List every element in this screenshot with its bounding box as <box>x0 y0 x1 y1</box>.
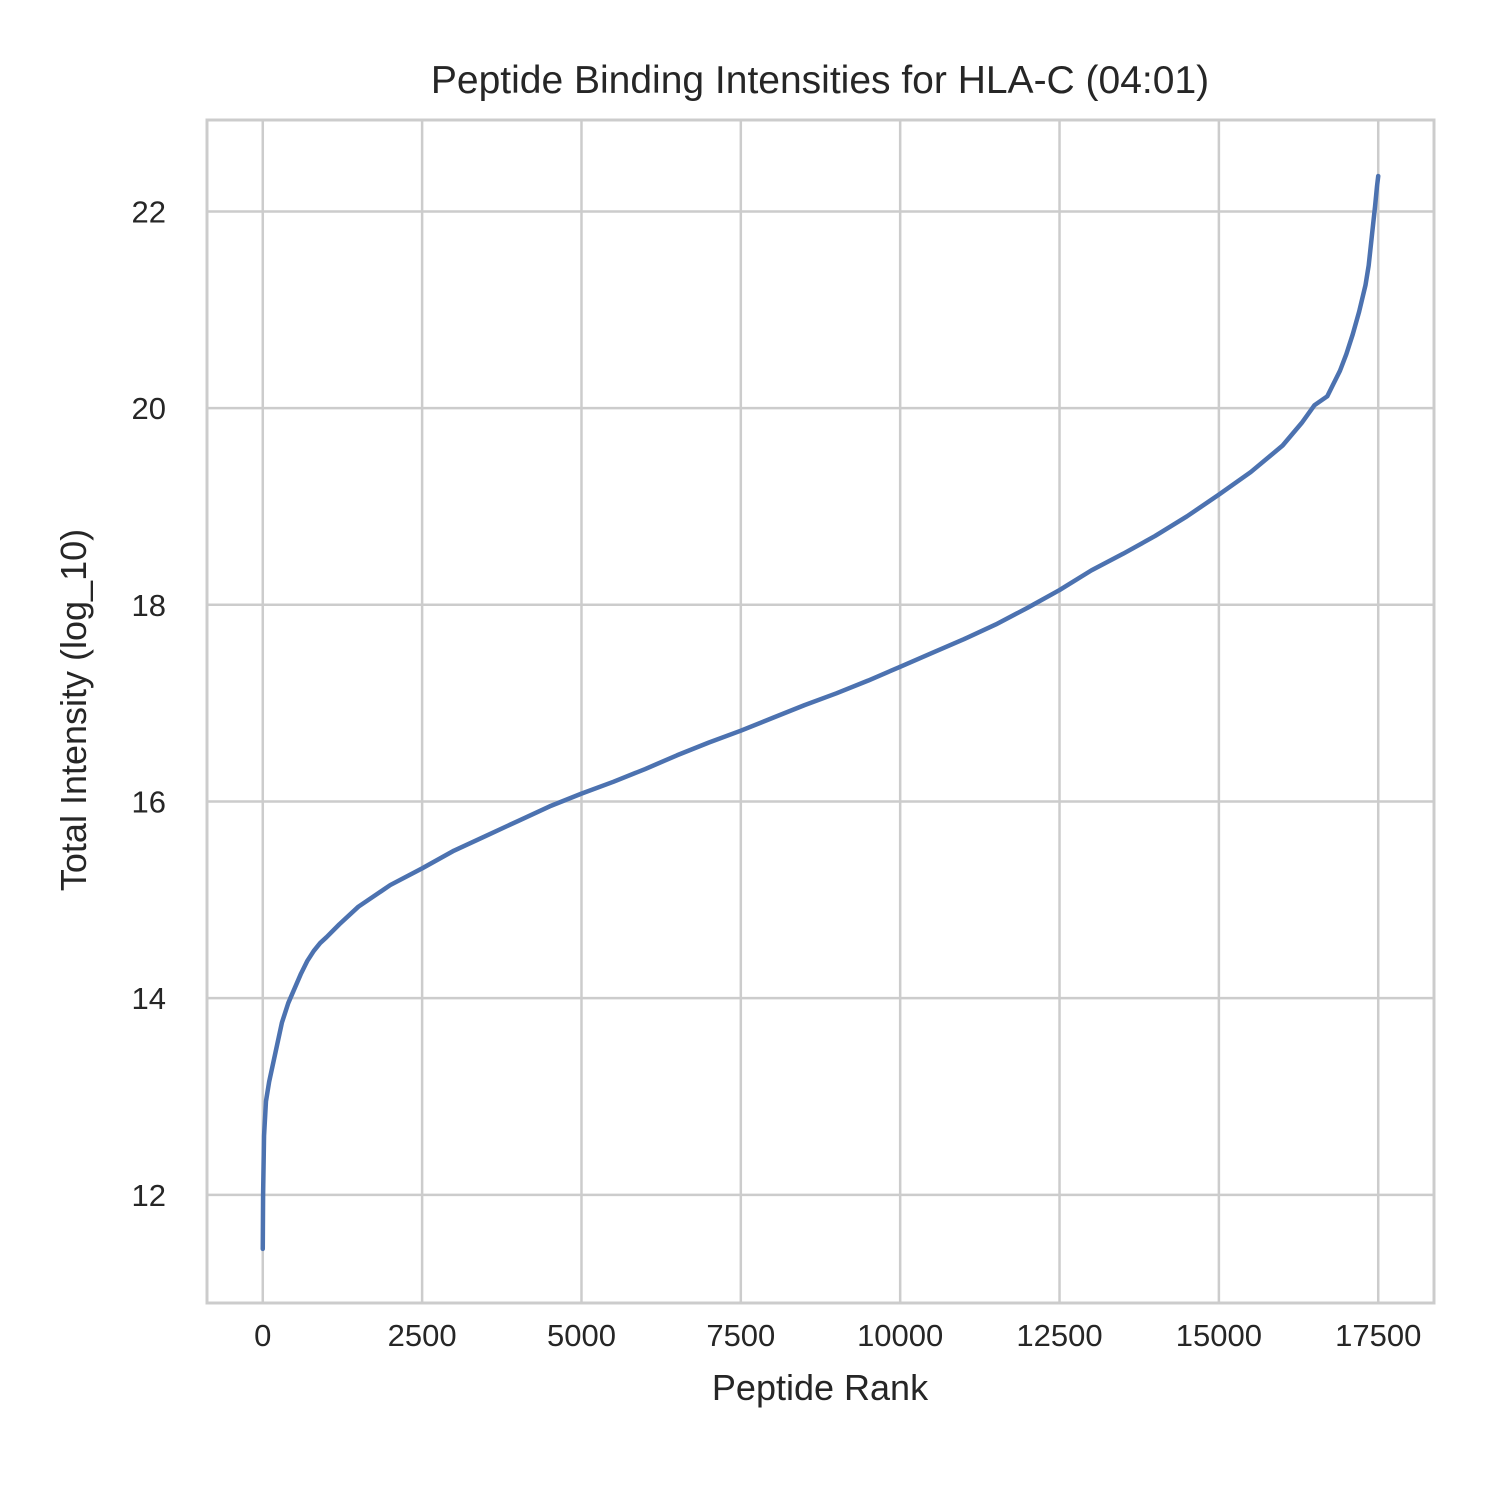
chart-title: Peptide Binding Intensities for HLA-C (0… <box>431 59 1209 102</box>
vertical-gridlines <box>261 120 1380 1303</box>
x-tick-label: 0 <box>254 1318 271 1353</box>
y-tick-label: 18 <box>132 588 166 623</box>
x-tick-labels: 0 2500 5000 7500 10000 12500 15000 17500 <box>254 1318 1421 1353</box>
y-tick-label: 20 <box>132 391 166 426</box>
x-axis-label: Peptide Rank <box>712 1367 929 1408</box>
y-tick-label: 16 <box>132 784 166 819</box>
series-line <box>260 173 1381 1252</box>
y-tick-labels: 12 14 16 18 20 22 <box>132 194 166 1212</box>
y-tick-label: 12 <box>132 1178 166 1213</box>
x-tick-label: 12500 <box>1016 1318 1102 1353</box>
x-tick-label: 15000 <box>1176 1318 1262 1353</box>
x-tick-label: 17500 <box>1335 1318 1421 1353</box>
x-tick-label: 10000 <box>857 1318 943 1353</box>
y-axis-label: Total Intensity (log_10) <box>53 529 94 891</box>
x-tick-label: 2500 <box>388 1318 457 1353</box>
y-tick-label: 14 <box>132 981 166 1016</box>
x-tick-label: 5000 <box>547 1318 616 1353</box>
x-tick-label: 7500 <box>706 1318 775 1353</box>
series-layer <box>260 173 1381 1252</box>
horizontal-gridlines <box>207 210 1434 1197</box>
y-tick-label: 22 <box>132 194 166 229</box>
plot-frame <box>205 118 1436 1305</box>
